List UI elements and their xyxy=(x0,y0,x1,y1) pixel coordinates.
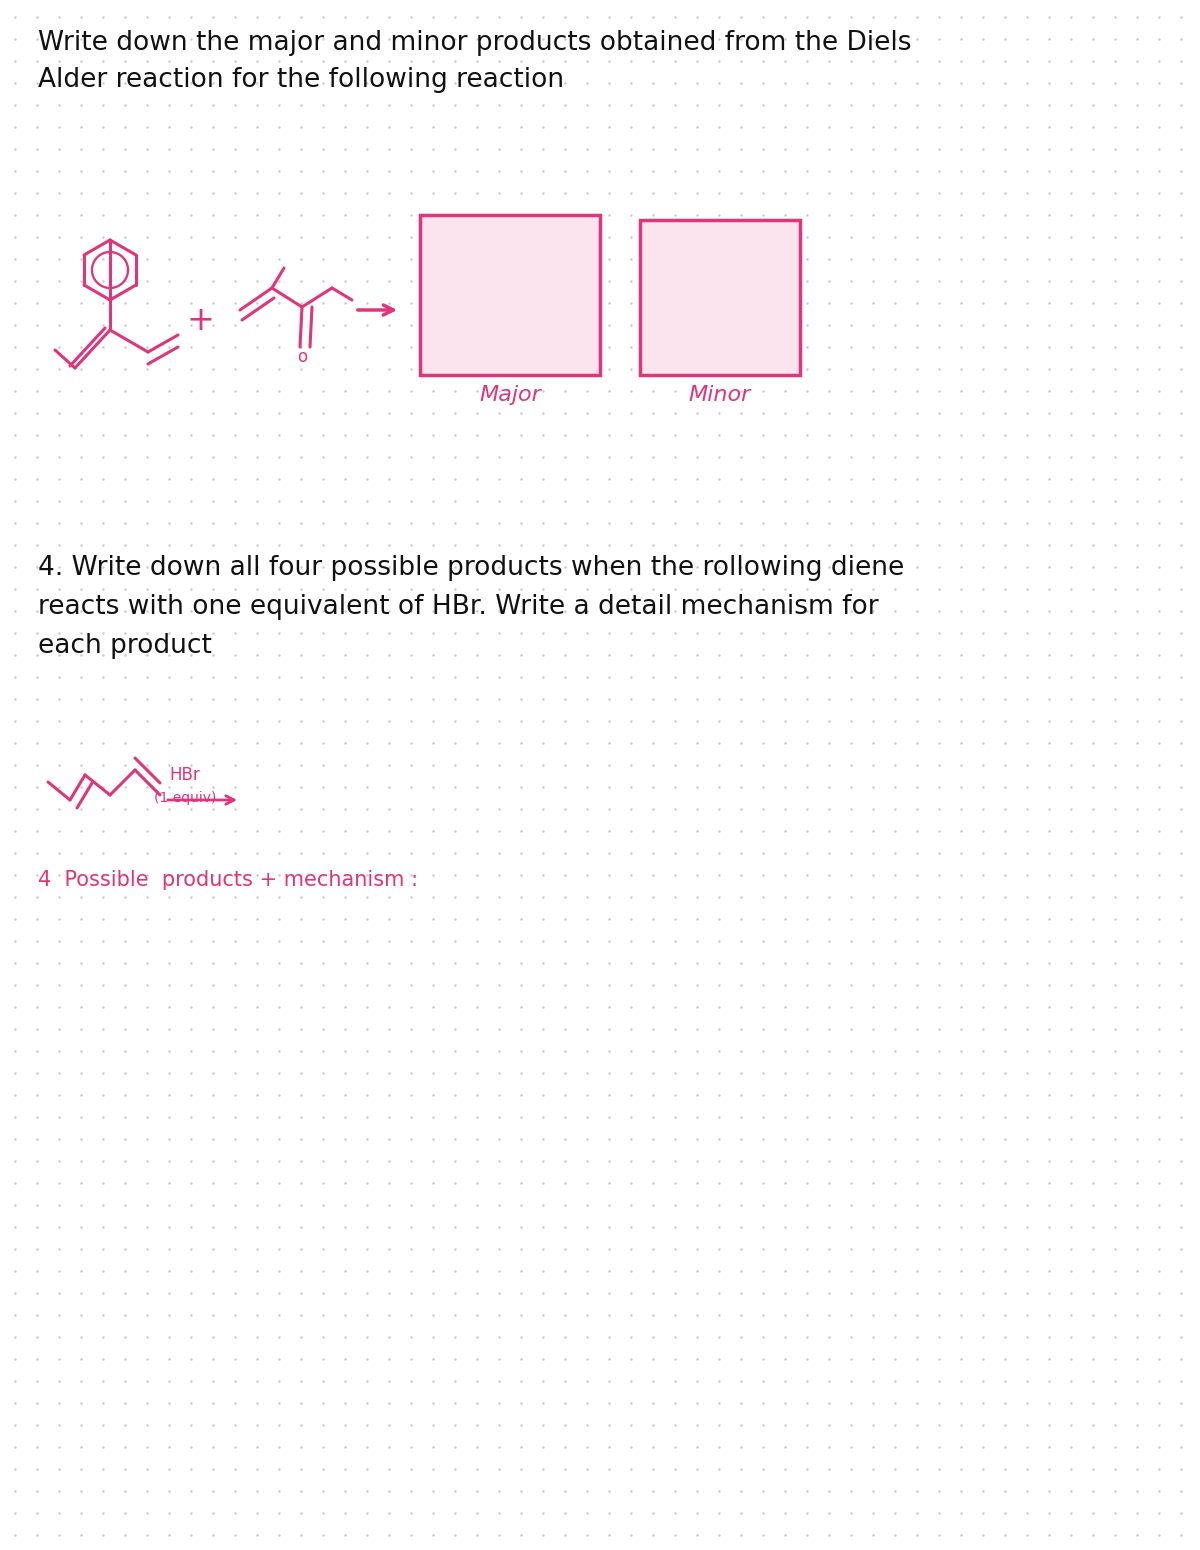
Text: HBr: HBr xyxy=(169,766,200,784)
Text: Minor: Minor xyxy=(689,384,751,405)
Bar xyxy=(640,220,800,375)
Text: 4. Write down all four possible products when the rollowing diene
reacts with on: 4. Write down all four possible products… xyxy=(38,555,905,659)
Bar xyxy=(420,215,600,375)
Text: Major: Major xyxy=(479,384,541,405)
Text: 4  Possible  products + mechanism :: 4 Possible products + mechanism : xyxy=(38,870,418,890)
Text: (1 equiv): (1 equiv) xyxy=(154,790,216,804)
Text: +: + xyxy=(186,304,214,336)
Text: o: o xyxy=(296,349,307,366)
Text: Write down the major and minor products obtained from the Diels
Alder reaction f: Write down the major and minor products … xyxy=(38,29,912,93)
